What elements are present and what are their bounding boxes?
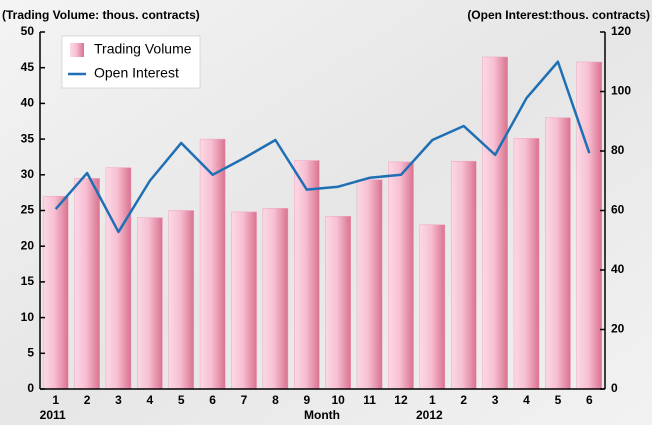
x-tick-label: 1: [429, 393, 436, 407]
bar: [576, 61, 603, 390]
x-tick-label: 3: [492, 393, 499, 407]
y2-tick-label: 0: [611, 381, 618, 395]
bar: [137, 217, 163, 390]
bar: [419, 224, 446, 390]
y-tick-label: 35: [21, 131, 35, 145]
y-tick-label: 5: [27, 345, 34, 359]
bar: [74, 178, 100, 390]
bar: [356, 179, 383, 390]
bar: [199, 138, 226, 390]
bar: [105, 167, 132, 390]
y-tick-label: 0: [27, 381, 34, 395]
y2-tick-label: 80: [611, 143, 625, 157]
y2-axis-label: (Open Interest:thous. contracts): [467, 8, 650, 22]
y2-tick-label: 60: [611, 203, 625, 217]
x-tick-label: 4: [147, 393, 154, 407]
x-axis-label: Month: [304, 408, 340, 422]
y-tick-label: 50: [21, 24, 35, 38]
x-tick-label: 1: [52, 393, 59, 407]
x-tick-label: 2: [84, 393, 91, 407]
bar: [231, 211, 257, 390]
y2-tick-label: 120: [611, 24, 631, 38]
x-tick-label: 10: [332, 393, 346, 407]
x-tick-label: 9: [303, 393, 310, 407]
bar: [42, 195, 69, 390]
y-tick-label: 20: [21, 238, 35, 252]
year-label: 2011: [40, 408, 66, 422]
y-axis-label: (Trading Volume: thous. contracts): [2, 8, 200, 22]
bar: [513, 138, 540, 390]
x-tick-label: 3: [115, 393, 122, 407]
bar: [450, 160, 477, 390]
y-tick-label: 30: [21, 167, 35, 181]
bar: [545, 117, 571, 390]
x-tick-label: 7: [241, 393, 248, 407]
y-tick-label: 25: [21, 203, 35, 217]
x-tick-label: 8: [272, 393, 279, 407]
y2-tick-label: 100: [611, 84, 631, 98]
y-tick-label: 40: [21, 96, 35, 110]
legend-swatch: [70, 43, 84, 57]
line: [54, 60, 591, 234]
y-tick-label: 45: [21, 60, 35, 74]
x-tick-label: 12: [394, 393, 408, 407]
bar: [294, 160, 320, 390]
year-label: 2012: [416, 408, 443, 422]
x-tick-label: 6: [209, 393, 216, 407]
y2-tick-label: 20: [611, 322, 625, 336]
legend-box: [61, 35, 201, 89]
bar: [262, 208, 289, 390]
x-tick-label: 11: [363, 393, 376, 407]
x-tick-label: 2: [460, 393, 467, 407]
x-tick-label: 6: [586, 393, 593, 407]
y2-tick-label: 40: [611, 262, 625, 276]
y-tick-label: 15: [21, 274, 35, 288]
bar: [168, 210, 195, 390]
y-tick-label: 10: [21, 310, 35, 324]
bar: [482, 56, 508, 390]
bar: [388, 161, 414, 390]
x-tick-label: 5: [178, 393, 185, 407]
legend-label: Trading Volume: [94, 41, 192, 57]
x-tick-label: 5: [555, 393, 562, 407]
legend-label: Open Interest: [94, 65, 179, 81]
bar: [325, 215, 351, 390]
x-tick-label: 4: [523, 393, 530, 407]
